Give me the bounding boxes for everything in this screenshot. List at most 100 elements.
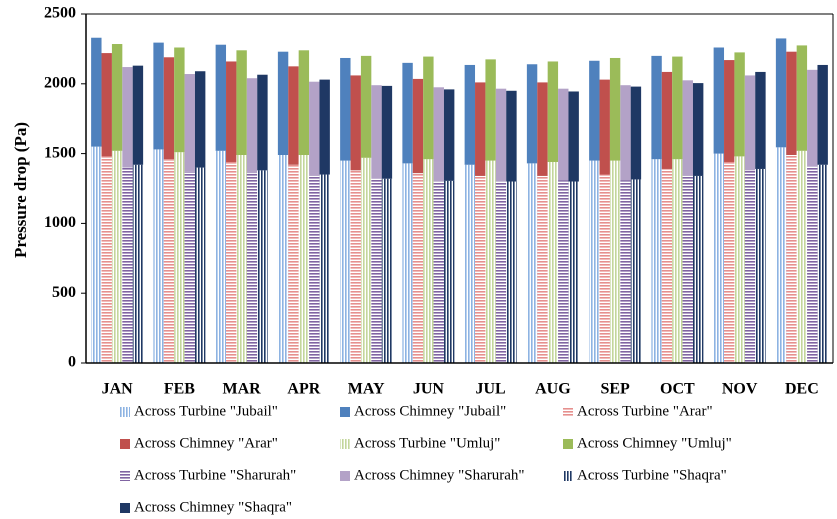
bar-segment <box>277 154 289 363</box>
legend-label: Across Chimney "Sharurah" <box>354 467 525 483</box>
bar-segment <box>423 56 434 160</box>
bar-segment <box>298 50 310 155</box>
x-tick-label: APR <box>287 381 320 398</box>
legend-swatch <box>563 471 573 481</box>
bar-segment <box>163 57 175 160</box>
bar-segment <box>537 82 548 176</box>
x-tick-label: MAR <box>223 381 262 398</box>
bar-segment <box>122 167 133 363</box>
bar-segment <box>412 173 424 363</box>
bar-segment <box>609 160 621 363</box>
bar-segment <box>589 160 600 363</box>
bar-segment <box>651 159 662 363</box>
legend-swatch <box>563 407 573 417</box>
bar-segment <box>412 78 424 174</box>
legend-swatch <box>563 439 573 449</box>
y-tick-label: 2500 <box>44 5 76 22</box>
bar-segment <box>91 37 102 147</box>
y-tick-label: 1500 <box>44 144 76 161</box>
bar-segment <box>174 152 185 363</box>
bar-segment <box>371 178 382 363</box>
bar-segment <box>485 59 496 161</box>
bar-segment <box>153 149 164 363</box>
bar-segment <box>724 161 735 363</box>
x-tick-label: JAN <box>102 381 134 398</box>
bar-segment <box>807 69 818 167</box>
bar-segment <box>215 150 227 363</box>
bar-segment <box>620 180 631 363</box>
bar-segment <box>184 171 195 363</box>
legend-label: Across Turbine "Arar" <box>577 403 713 419</box>
bar-segment <box>257 170 268 363</box>
bar-segment <box>755 168 766 363</box>
y-tick-label: 0 <box>68 354 76 371</box>
bar-segment <box>101 53 112 157</box>
bar-segment <box>475 82 486 176</box>
bar-segment <box>558 180 569 363</box>
legend-label: Across Chimney "Jubail" <box>354 403 506 419</box>
bar-segment <box>309 175 320 363</box>
bar-segment <box>568 91 579 182</box>
bar-segment <box>381 178 393 363</box>
bar-segment <box>319 79 330 175</box>
bar-segment <box>464 64 476 165</box>
bar-segment <box>371 85 382 179</box>
y-tick-label: 1000 <box>44 214 76 231</box>
legend-swatch <box>340 439 350 449</box>
bar-segment <box>495 88 507 182</box>
bar-segment <box>661 168 673 363</box>
bar-segment <box>122 67 133 168</box>
bar-segment <box>744 75 756 171</box>
legend-label: Across Chimney "Arar" <box>134 435 278 451</box>
y-axis-label: Pressure drop (Pa) <box>11 122 30 258</box>
bar-segment <box>599 174 610 363</box>
bar-segment <box>132 65 144 165</box>
bar-segment <box>495 181 507 363</box>
bar-segment <box>734 156 745 363</box>
bar-segment <box>589 60 600 161</box>
bar-segment <box>786 51 797 155</box>
bar-segment <box>215 44 227 151</box>
bar-segment <box>506 181 517 363</box>
bar-segment <box>599 79 610 175</box>
bar-segment <box>713 153 725 363</box>
bar-segment <box>464 164 476 363</box>
x-tick-label: NOV <box>722 381 758 398</box>
bar-segment <box>775 147 787 363</box>
bar-segment <box>226 161 237 363</box>
bar-segment <box>609 57 621 161</box>
legend-label: Across Turbine "Shaqra" <box>577 467 727 483</box>
bar-segment <box>132 164 144 363</box>
legend-swatch <box>120 407 130 417</box>
bar-segment <box>620 85 631 181</box>
bar-segment <box>226 61 237 162</box>
bar-segment <box>153 42 164 150</box>
bar-segment <box>526 64 538 164</box>
bar-segment <box>309 81 320 176</box>
x-tick-label: JUN <box>413 381 445 398</box>
bar-segment <box>360 55 372 158</box>
x-tick-label: MAY <box>348 381 385 398</box>
legend-label: Across Chimney "Shaqra" <box>134 499 292 515</box>
bar-segment <box>402 163 413 363</box>
bar-segment <box>360 157 372 363</box>
bar-segment <box>672 56 683 160</box>
legend-swatch <box>340 407 350 417</box>
bar-segment <box>682 80 693 176</box>
bar-segment <box>526 163 538 363</box>
legend-swatch <box>120 471 130 481</box>
bar-segment <box>755 71 766 169</box>
bar-segment <box>724 60 735 162</box>
bar-segment <box>506 90 517 182</box>
bar-segment <box>111 44 123 151</box>
x-tick-label: JUL <box>476 381 506 398</box>
bar-segment <box>796 45 808 151</box>
bar-segment <box>568 181 579 363</box>
y-tick-label: 500 <box>52 284 76 301</box>
bar-segment <box>713 47 725 154</box>
bar-segment <box>692 83 704 176</box>
bar-segment <box>817 64 828 165</box>
y-tick-label: 2000 <box>44 74 76 91</box>
bar-segment <box>163 159 175 363</box>
